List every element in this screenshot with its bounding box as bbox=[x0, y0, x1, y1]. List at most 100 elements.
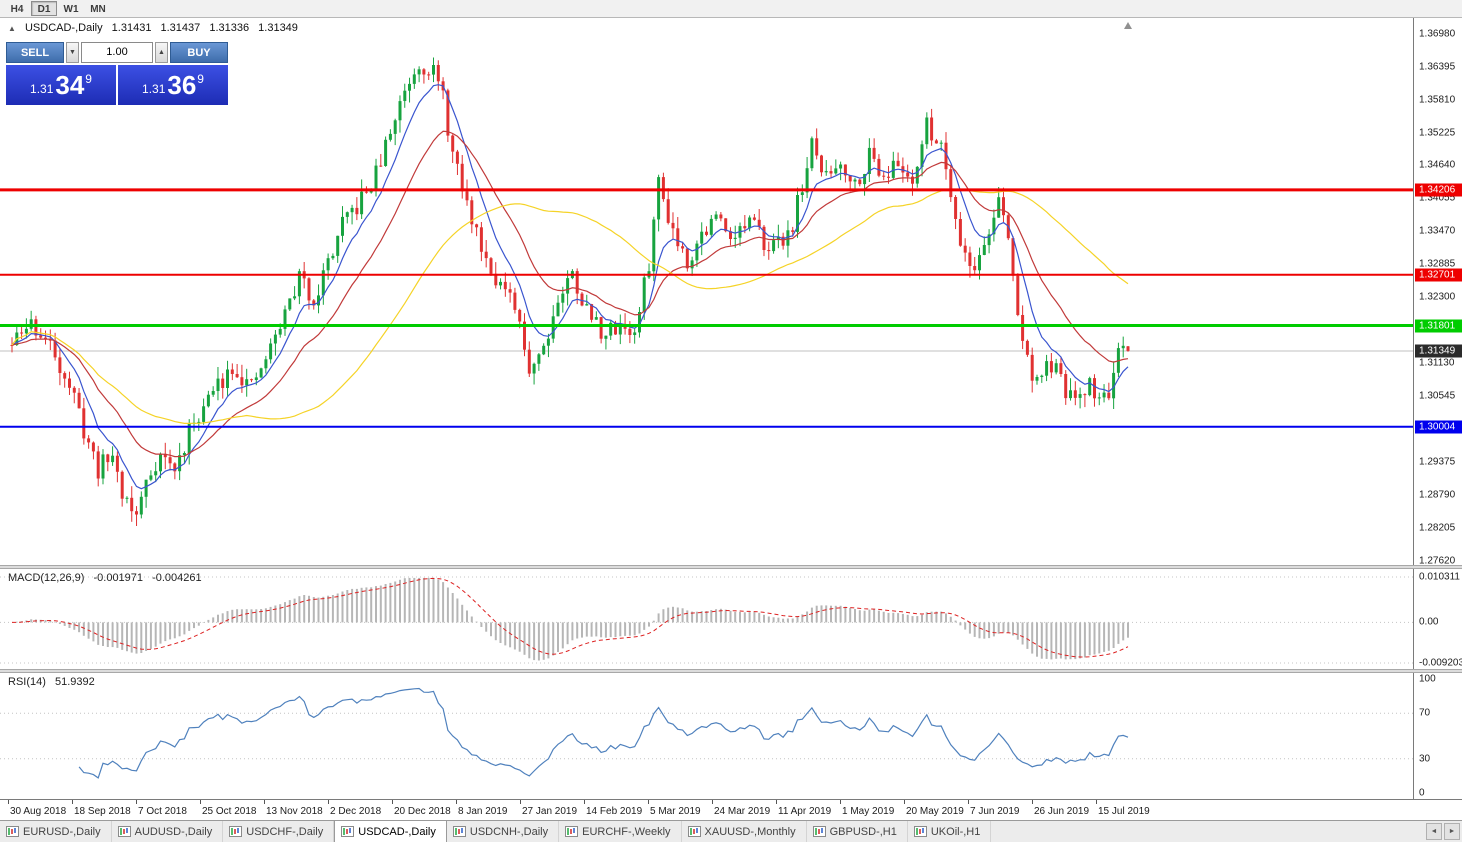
price-plot-surface[interactable] bbox=[0, 18, 1413, 565]
date-label: 13 Nov 2018 bbox=[266, 806, 323, 817]
date-tick bbox=[328, 800, 329, 804]
price-axis-label: 1.27620 bbox=[1419, 555, 1456, 567]
chart-thumbnail-icon bbox=[341, 826, 355, 837]
date-label: 1 May 2019 bbox=[842, 806, 895, 817]
buy-button[interactable]: BUY bbox=[170, 42, 228, 63]
date-label: 30 Aug 2018 bbox=[10, 806, 67, 817]
date-label: 15 Jul 2019 bbox=[1098, 806, 1150, 817]
rsi-axis-label: 30 bbox=[1419, 753, 1431, 765]
macd-title: MACD(12,26,9) -0.001971 -0.004261 bbox=[8, 572, 208, 584]
rsi-axis-label: 0 bbox=[1419, 787, 1425, 799]
date-tick bbox=[968, 800, 969, 804]
price-axis-label: 1.28790 bbox=[1419, 489, 1456, 501]
date-tick bbox=[72, 800, 73, 804]
date-label: 14 Feb 2019 bbox=[586, 806, 643, 817]
tab-label: USDCAD-,Daily bbox=[358, 825, 436, 838]
timeframe-button-h4[interactable]: H4 bbox=[10, 4, 24, 15]
low-value: 1.31336 bbox=[209, 22, 250, 34]
chart-tab-usdcnh-daily[interactable]: USDCNH-,Daily bbox=[446, 821, 560, 842]
macd-axis: 0.010311 0.00 -0.009203 bbox=[1413, 569, 1462, 669]
hline-price-tag: 1.30004 bbox=[1415, 420, 1462, 434]
sell-price-sup: 9 bbox=[85, 72, 92, 86]
ema-8-line bbox=[11, 84, 1129, 490]
volume-input[interactable]: 1.00 bbox=[81, 42, 153, 63]
date-tick bbox=[8, 800, 9, 804]
date-label: 7 Oct 2018 bbox=[138, 806, 187, 817]
macd-plot-surface[interactable] bbox=[0, 569, 1413, 669]
timeframe-button-mn[interactable]: MN bbox=[90, 4, 106, 15]
chart-tab-ukoil-h1[interactable]: UKOil-,H1 bbox=[907, 821, 992, 842]
date-label: 26 Jun 2019 bbox=[1034, 806, 1090, 817]
date-tick bbox=[904, 800, 905, 804]
date-label: 20 May 2019 bbox=[906, 806, 964, 817]
tab-label: USDCNH-,Daily bbox=[469, 825, 549, 838]
one-click-prices-row: 1.31 34 9 1.31 36 9 bbox=[6, 65, 228, 105]
price-axis-label: 1.33470 bbox=[1419, 225, 1456, 237]
rsi-line bbox=[78, 687, 1129, 779]
chart-thumbnail-icon bbox=[812, 826, 826, 837]
rsi-panel: 100 70 30 0 RSI(14) 51.9392 bbox=[0, 673, 1462, 799]
tab-label: GBPUSD-,H1 bbox=[829, 825, 897, 838]
macd-panel: 0.010311 0.00 -0.009203 MACD(12,26,9) -0.0… bbox=[0, 569, 1462, 669]
timeframe-button-w1[interactable]: W1 bbox=[63, 4, 79, 15]
chart-thumbnail-icon bbox=[687, 826, 701, 837]
timeframe-button-group: H4 D1 W1 MN bbox=[4, 1, 111, 16]
price-axis-label: 1.35225 bbox=[1419, 127, 1456, 138]
rsi-axis-label: 100 bbox=[1419, 673, 1436, 685]
high-value: 1.31437 bbox=[160, 22, 201, 34]
panel-splitter-macd[interactable] bbox=[0, 565, 1462, 569]
hline-price-tag: 1.32701 bbox=[1415, 268, 1462, 282]
panel-splitter-rsi[interactable] bbox=[0, 669, 1462, 673]
rsi-axis: 100 70 30 0 bbox=[1413, 673, 1462, 799]
price-axis-label: 1.28205 bbox=[1419, 522, 1456, 534]
date-label: 2 Dec 2018 bbox=[330, 806, 382, 817]
sell-button[interactable]: SELL bbox=[6, 42, 64, 63]
buy-price-prefix: 1.31 bbox=[142, 82, 166, 96]
date-label: 27 Jan 2019 bbox=[522, 806, 578, 817]
sell-price-big: 34 bbox=[55, 70, 85, 100]
tab-scroll-right-button[interactable]: ► bbox=[1444, 823, 1460, 840]
date-label: 18 Sep 2018 bbox=[74, 806, 131, 817]
tab-scroll-buttons: ◄ ► bbox=[1426, 823, 1460, 840]
close-value: 1.31349 bbox=[258, 22, 298, 34]
one-click-trading-panel: SELL ▼ 1.00 ▲ BUY 1.31 34 9 1.31 36 9 bbox=[6, 42, 228, 105]
chart-tab-usdchf-daily[interactable]: USDCHF-,Daily bbox=[223, 821, 335, 842]
date-label: 20 Dec 2018 bbox=[394, 806, 451, 817]
date-axis[interactable]: 30 Aug 2018 18 Sep 2018 7 Oct 2018 25 Oct 2… bbox=[0, 799, 1462, 820]
one-click-collapse-icon[interactable]: ▲ bbox=[8, 24, 16, 33]
price-axis-label: 1.29375 bbox=[1419, 456, 1456, 468]
rsi-axis-label: 70 bbox=[1419, 707, 1431, 719]
bid-price-tag: 1.31349 bbox=[1415, 344, 1462, 358]
volume-decrease-button[interactable]: ▼ bbox=[66, 42, 79, 63]
chart-tab-eurusd-daily[interactable]: EURUSD-,Daily bbox=[0, 821, 112, 842]
ema-21-line bbox=[11, 130, 1129, 458]
buy-price-big: 36 bbox=[167, 70, 197, 100]
chart-tab-eurchf-weekly[interactable]: EURCHF-,Weekly bbox=[559, 821, 682, 842]
buy-price-display[interactable]: 1.31 36 9 bbox=[118, 65, 228, 105]
price-axis-label: 1.35810 bbox=[1419, 94, 1456, 105]
date-tick bbox=[1032, 800, 1033, 804]
chart-tab-gbpusd-h1[interactable]: GBPUSD-,H1 bbox=[806, 821, 908, 842]
chart-tab-audusd-daily[interactable]: AUDUSD-,Daily bbox=[111, 821, 224, 842]
macd-histogram bbox=[15, 577, 1129, 661]
date-tick bbox=[1096, 800, 1097, 804]
tab-label: EURUSD-,Daily bbox=[23, 825, 101, 838]
volume-increase-button[interactable]: ▲ bbox=[155, 42, 168, 63]
price-axis-label: 1.31130 bbox=[1419, 357, 1455, 369]
tab-scroll-left-button[interactable]: ◄ bbox=[1426, 823, 1442, 840]
date-tick bbox=[712, 800, 713, 804]
macd-main-value: -0.001971 bbox=[93, 572, 144, 584]
chart-shift-marker[interactable] bbox=[1124, 22, 1132, 29]
tab-list: EURUSD-,Daily AUDUSD-,Daily USDCHF-,Daily U… bbox=[0, 821, 992, 842]
macd-axis-label: -0.009203 bbox=[1419, 657, 1462, 669]
date-label: 7 Jun 2019 bbox=[970, 806, 1020, 817]
rsi-plot-surface[interactable] bbox=[0, 673, 1413, 799]
top-toolbar: H4 D1 W1 MN bbox=[0, 0, 1462, 18]
chart-thumbnail-icon bbox=[117, 826, 131, 837]
date-tick bbox=[200, 800, 201, 804]
sell-price-display[interactable]: 1.31 34 9 bbox=[6, 65, 116, 105]
macd-label: MACD(12,26,9) bbox=[8, 572, 85, 584]
chart-tab-usdcad-daily[interactable]: USDCAD-,Daily bbox=[334, 821, 447, 842]
timeframe-button-d1[interactable]: D1 bbox=[31, 1, 57, 16]
chart-tab-xauusd-monthly[interactable]: XAUUSD-,Monthly bbox=[681, 821, 807, 842]
